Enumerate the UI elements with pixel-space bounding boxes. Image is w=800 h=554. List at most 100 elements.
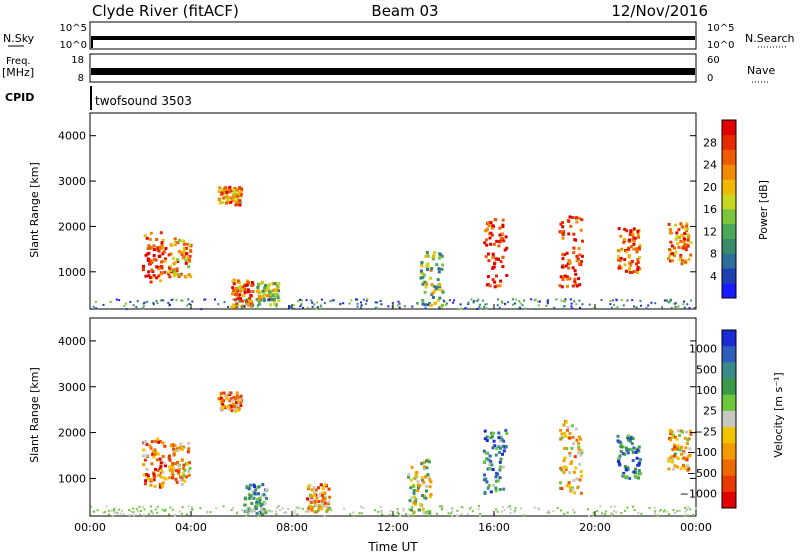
power-echo-cell xyxy=(441,290,445,294)
velocity-ground-cell xyxy=(456,509,459,512)
velocity-echo-cell xyxy=(425,466,429,470)
velocity-echo-cell xyxy=(671,458,675,462)
velocity-ground-cell xyxy=(107,509,110,512)
velocity-echo-cell xyxy=(498,476,502,480)
power-ground-cell xyxy=(609,300,612,302)
velocity-echo-cell xyxy=(416,483,420,487)
power-echo-cell xyxy=(672,254,676,258)
power-ground-cell xyxy=(610,306,613,309)
velocity-echo-cell xyxy=(323,498,327,501)
power-echo-cell xyxy=(234,298,238,302)
power-ground-cell xyxy=(398,302,401,305)
velocity-echo-cell xyxy=(414,497,418,501)
power-echo-cell xyxy=(225,191,229,194)
velocity-echo-cell xyxy=(617,457,620,461)
velocity-echo-cell xyxy=(148,444,152,448)
power-ground-cell xyxy=(310,299,313,302)
velocity-echo-cell xyxy=(686,464,689,468)
power-echo-cell xyxy=(141,266,145,270)
power-echo-cell xyxy=(576,257,580,261)
power-echo-cell xyxy=(489,231,493,235)
velocity-echo-cell xyxy=(504,428,508,432)
power-echo-cell xyxy=(163,270,167,274)
power-ground-cell xyxy=(396,304,399,307)
power-echo-cell xyxy=(241,304,245,308)
velocity-echo-cell xyxy=(681,430,684,434)
power-echo-cell xyxy=(669,230,672,234)
power-echo-cell xyxy=(242,294,246,298)
power-ground-cell xyxy=(614,307,617,310)
velocity-echo-cell xyxy=(230,405,234,409)
velocity-echo-cell xyxy=(309,501,313,504)
velocity-echo-cell xyxy=(491,446,495,450)
velocity-ground-cell xyxy=(281,507,284,510)
power-echo-cell xyxy=(141,268,145,272)
power-echo-cell xyxy=(618,264,622,268)
velocity-echo-cell xyxy=(156,437,160,441)
velocity-echo-cell xyxy=(672,454,676,458)
velocity-ground-cell xyxy=(411,514,414,517)
velocity-ground-cell xyxy=(377,510,380,513)
velocity-echo-cell xyxy=(171,470,174,474)
velocity-echo-cell xyxy=(490,463,494,467)
velocity-echo-cell xyxy=(311,505,315,509)
velocity-echo-cell xyxy=(229,397,233,401)
power-ground-cell xyxy=(146,300,149,303)
velocity-echo-cell xyxy=(634,471,637,474)
velocity-ground-cell xyxy=(477,505,480,507)
velocity-echo-cell xyxy=(422,465,426,469)
power-ground-cell xyxy=(563,305,566,307)
velocity-echo-cell xyxy=(234,397,238,401)
velocity-ground-cell xyxy=(507,506,510,508)
power-echo-cell xyxy=(438,252,442,256)
power-echo-cell xyxy=(636,261,640,264)
power-echo-cell xyxy=(238,203,242,207)
velocity-ground-cell xyxy=(566,511,569,514)
velocity-echo-cell xyxy=(183,468,187,472)
velocity-ground-cell xyxy=(429,510,432,513)
power-echo-cell xyxy=(433,251,436,255)
power-echo-cell xyxy=(484,229,487,233)
power-echo-cell xyxy=(224,192,228,196)
velocity-ground-cell xyxy=(325,505,328,508)
power-echo-cell xyxy=(225,201,228,205)
velocity-echo-cell xyxy=(424,511,428,514)
power-ground-cell xyxy=(142,305,145,308)
velocity-echo-cell xyxy=(574,427,578,431)
power-colorbar-swatch xyxy=(722,134,736,150)
velocity-echo-cell xyxy=(678,434,681,437)
power-echo-cell xyxy=(491,265,495,269)
power-echo-cell xyxy=(568,261,572,265)
power-echo-cell xyxy=(494,218,498,222)
velocity-echo-cell xyxy=(485,435,489,439)
velocity-ground-cell xyxy=(654,510,657,513)
power-echo-cell xyxy=(561,252,565,256)
power-ground-cell xyxy=(95,300,97,303)
power-echo-cell xyxy=(258,290,262,294)
power-echo-cell xyxy=(572,246,576,250)
velocity-echo-cell xyxy=(187,447,191,451)
power-ground-cell xyxy=(537,304,540,307)
power-echo-cell xyxy=(675,231,679,235)
power-echo-cell xyxy=(499,279,503,283)
velocity-echo-cell xyxy=(568,454,572,457)
power-echo-cell xyxy=(683,243,687,247)
velocity-ground-cell xyxy=(241,509,243,512)
velocity-echo-cell xyxy=(253,485,257,488)
power-echo-cell xyxy=(149,259,153,263)
velocity-ground-cell xyxy=(285,511,288,514)
velocity-echo-cell xyxy=(152,478,156,482)
velocity-echo-cell xyxy=(626,451,630,455)
power-echo-cell xyxy=(225,195,229,199)
velocity-ground-cell xyxy=(451,507,454,510)
velocity-ground-cell xyxy=(381,509,383,512)
velocity-ground-cell xyxy=(304,510,307,513)
velocity-echo-cell xyxy=(622,471,626,475)
power-echo-cell xyxy=(493,262,497,266)
power-echo-cell xyxy=(629,229,633,233)
power-echo-cell xyxy=(236,199,240,203)
velocity-ground-cell xyxy=(147,513,150,516)
power-echo-cell xyxy=(245,283,248,287)
power-echo-cell xyxy=(189,249,193,253)
velocity-colorbar-tick-label: 1000 xyxy=(689,343,717,356)
